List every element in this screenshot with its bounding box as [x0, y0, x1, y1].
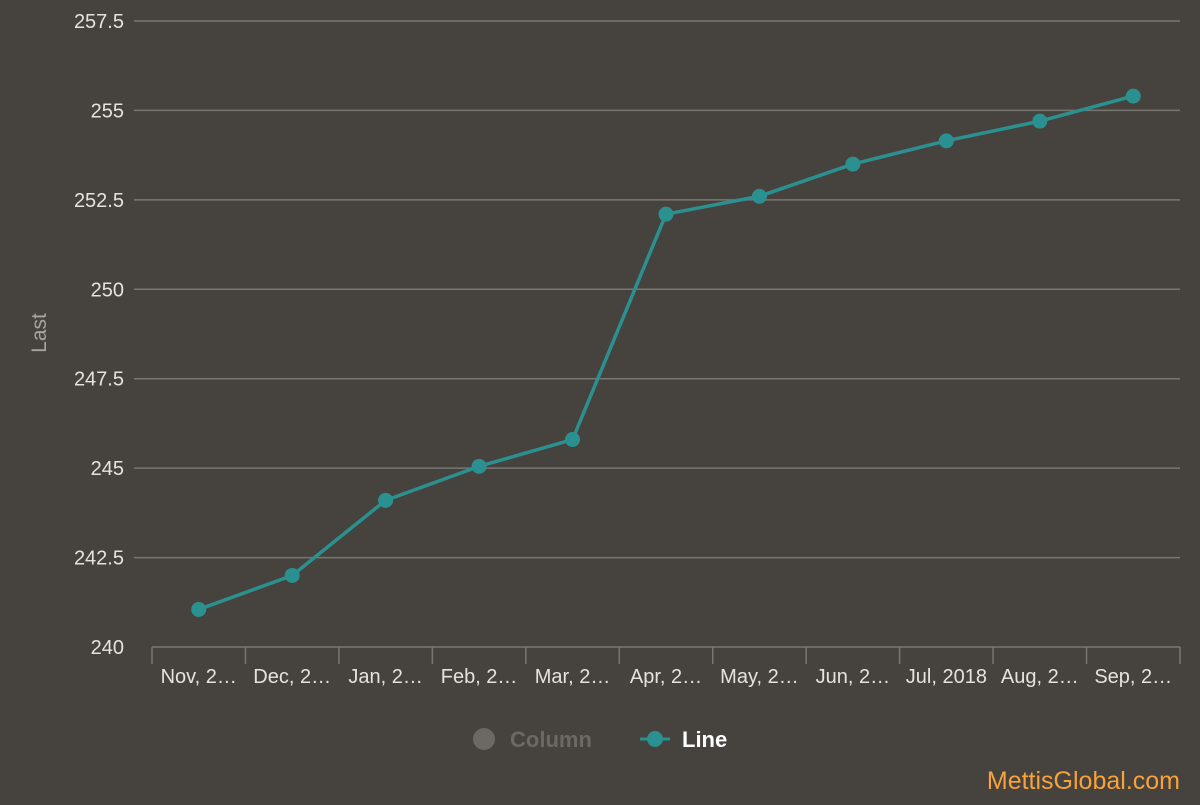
data-point[interactable]: [1032, 113, 1048, 129]
y-axis: 240 242.5 245 247.5 250 252.5 255 257.5: [74, 11, 124, 659]
legend-line-label: Line: [682, 727, 727, 752]
x-tick-label: Feb, 2…: [441, 666, 518, 688]
legend-item-column[interactable]: Column: [473, 727, 592, 752]
data-point[interactable]: [471, 458, 487, 474]
legend: Column Line: [473, 727, 727, 752]
data-point[interactable]: [191, 601, 207, 617]
data-point[interactable]: [938, 133, 954, 149]
x-tick-label: May, 2…: [720, 666, 799, 688]
data-point[interactable]: [284, 567, 300, 583]
y-tick-label: 242.5: [74, 548, 124, 570]
x-tick-label: Aug, 2…: [1001, 666, 1079, 688]
x-tick-label: Mar, 2…: [535, 666, 611, 688]
legend-line-marker-icon: [647, 731, 663, 747]
legend-column-label: Column: [510, 727, 592, 752]
y-tick-label: 257.5: [74, 11, 124, 33]
watermark-credit[interactable]: MettisGlobal.com: [987, 767, 1180, 795]
grid-lines: [134, 20, 1180, 559]
x-tick-label: Apr, 2…: [630, 666, 702, 688]
series-line-path: [198, 94, 1134, 612]
x-tick-label: Sep, 2…: [1094, 666, 1172, 688]
x-tick-label: Dec, 2…: [253, 666, 331, 688]
x-tick-label: Jan, 2…: [348, 666, 422, 688]
x-tick-label: Jul, 2018: [906, 666, 987, 688]
x-tick-label: Jun, 2…: [816, 666, 890, 688]
data-point[interactable]: [751, 188, 767, 204]
y-axis-title: Last: [28, 313, 51, 353]
data-point[interactable]: [845, 156, 861, 172]
series-line: [191, 88, 1141, 617]
data-point[interactable]: [1125, 88, 1141, 104]
y-tick-label: 252.5: [74, 190, 124, 212]
data-point[interactable]: [658, 206, 674, 222]
data-point[interactable]: [565, 432, 581, 448]
x-tick-label: Nov, 2…: [161, 666, 237, 688]
legend-column-marker-icon: [473, 728, 495, 750]
y-tick-label: 255: [91, 100, 124, 122]
x-axis: Nov, 2… Dec, 2… Jan, 2… Feb, 2… Mar, 2… Apr, …: [151, 646, 1181, 688]
legend-item-line[interactable]: Line: [640, 727, 727, 752]
y-tick-label: 245: [91, 458, 124, 480]
data-point[interactable]: [378, 492, 394, 508]
y-tick-label: 247.5: [74, 369, 124, 391]
y-tick-label: 240: [91, 637, 124, 659]
y-tick-label: 250: [91, 279, 124, 301]
